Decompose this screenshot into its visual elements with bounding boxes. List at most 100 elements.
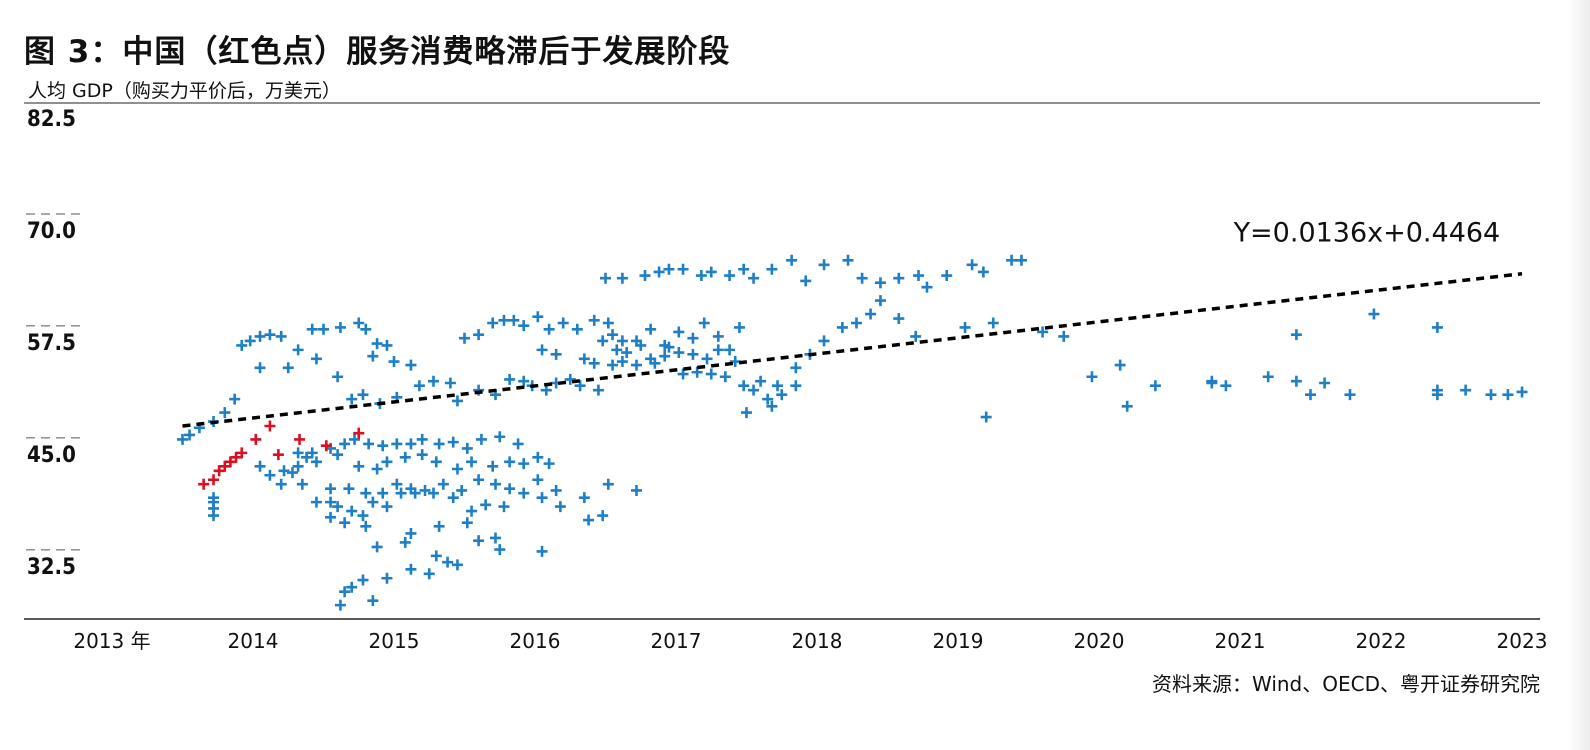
data-point bbox=[419, 484, 431, 496]
chart-title: 图 3：中国（红色点）服务消费略滞后于发展阶段 bbox=[24, 34, 731, 70]
data-point bbox=[1290, 329, 1302, 341]
data-point bbox=[588, 357, 600, 369]
data-point bbox=[1290, 375, 1302, 387]
data-point bbox=[451, 559, 463, 571]
data-point bbox=[325, 511, 337, 523]
china-point bbox=[236, 447, 248, 459]
data-point bbox=[719, 371, 731, 383]
data-point bbox=[504, 483, 516, 495]
data-point bbox=[413, 380, 425, 392]
data-point bbox=[334, 321, 346, 333]
data-point bbox=[1431, 384, 1443, 396]
data-point bbox=[405, 359, 417, 371]
china-point bbox=[198, 478, 210, 490]
data-point bbox=[456, 484, 468, 496]
y-axis-ticks: 82.5 70.0 57.5 45.0 32.5 bbox=[26, 107, 82, 580]
data-point bbox=[494, 431, 506, 443]
data-point bbox=[518, 458, 530, 470]
data-point bbox=[1037, 326, 1049, 338]
data-point bbox=[391, 438, 403, 450]
data-point bbox=[512, 438, 524, 450]
data-point bbox=[447, 492, 459, 504]
y-tick-label: 70.0 bbox=[27, 219, 76, 244]
x-tick-label: 2021 bbox=[1215, 629, 1266, 653]
data-point bbox=[574, 380, 586, 392]
china-point bbox=[208, 474, 220, 486]
data-point bbox=[733, 321, 745, 333]
data-point bbox=[705, 266, 717, 278]
data-point bbox=[1121, 400, 1133, 412]
data-point bbox=[292, 447, 304, 459]
data-point bbox=[381, 339, 393, 351]
data-point bbox=[264, 469, 276, 481]
data-point bbox=[1502, 389, 1514, 401]
data-point bbox=[677, 263, 689, 275]
data-point bbox=[466, 456, 478, 468]
data-point bbox=[874, 295, 886, 307]
data-point bbox=[504, 456, 516, 468]
data-point bbox=[518, 375, 530, 387]
data-point bbox=[776, 389, 788, 401]
data-point bbox=[377, 487, 389, 499]
data-point bbox=[236, 339, 248, 351]
data-point bbox=[977, 266, 989, 278]
data-point bbox=[332, 501, 344, 513]
y-tick-label: 32.5 bbox=[27, 555, 76, 580]
data-point bbox=[673, 347, 685, 359]
data-point bbox=[433, 520, 445, 532]
data-point bbox=[466, 505, 478, 517]
data-point bbox=[616, 335, 628, 347]
china-point bbox=[224, 456, 236, 468]
data-point bbox=[980, 411, 992, 423]
data-point bbox=[360, 323, 372, 335]
data-point bbox=[1220, 380, 1232, 392]
data-point bbox=[597, 510, 609, 522]
data-point bbox=[532, 311, 544, 323]
data-point bbox=[430, 456, 442, 468]
data-point bbox=[357, 574, 369, 586]
data-point bbox=[532, 474, 544, 486]
china-point bbox=[250, 433, 262, 445]
data-point bbox=[275, 478, 287, 490]
data-point bbox=[639, 270, 651, 282]
data-point bbox=[611, 344, 623, 356]
data-point bbox=[536, 492, 548, 504]
data-point bbox=[381, 572, 393, 584]
data-point bbox=[475, 433, 487, 445]
data-point bbox=[487, 317, 499, 329]
data-point bbox=[659, 350, 671, 362]
data-point bbox=[893, 272, 905, 284]
data-point bbox=[381, 501, 393, 513]
data-point bbox=[865, 308, 877, 320]
china-point bbox=[230, 451, 242, 463]
x-tick-label: 2018 bbox=[792, 629, 843, 653]
data-point bbox=[423, 568, 435, 580]
data-point bbox=[363, 438, 375, 450]
data-point bbox=[910, 330, 922, 342]
data-point bbox=[504, 373, 516, 385]
data-point bbox=[1516, 386, 1528, 398]
data-point bbox=[966, 259, 978, 271]
data-point bbox=[244, 335, 256, 347]
data-point bbox=[409, 487, 421, 499]
data-point bbox=[597, 335, 609, 347]
data-point bbox=[1058, 330, 1070, 342]
data-point bbox=[663, 263, 675, 275]
data-point bbox=[339, 586, 351, 598]
data-point bbox=[399, 536, 411, 548]
data-point bbox=[616, 356, 628, 368]
data-point bbox=[673, 326, 685, 338]
data-point bbox=[494, 544, 506, 556]
data-point bbox=[631, 359, 643, 371]
data-point bbox=[701, 353, 713, 365]
x-tick-label: 2014 bbox=[228, 629, 279, 653]
data-point bbox=[818, 335, 830, 347]
data-point bbox=[695, 270, 707, 282]
data-point bbox=[353, 460, 365, 472]
data-point bbox=[360, 520, 372, 532]
data-point bbox=[649, 357, 661, 369]
data-point bbox=[1015, 254, 1027, 266]
y-tick-label: 57.5 bbox=[27, 331, 76, 356]
data-point bbox=[451, 463, 463, 475]
